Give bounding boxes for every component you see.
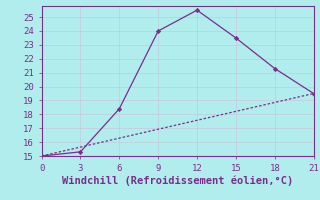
X-axis label: Windchill (Refroidissement éolien,°C): Windchill (Refroidissement éolien,°C) — [62, 175, 293, 186]
